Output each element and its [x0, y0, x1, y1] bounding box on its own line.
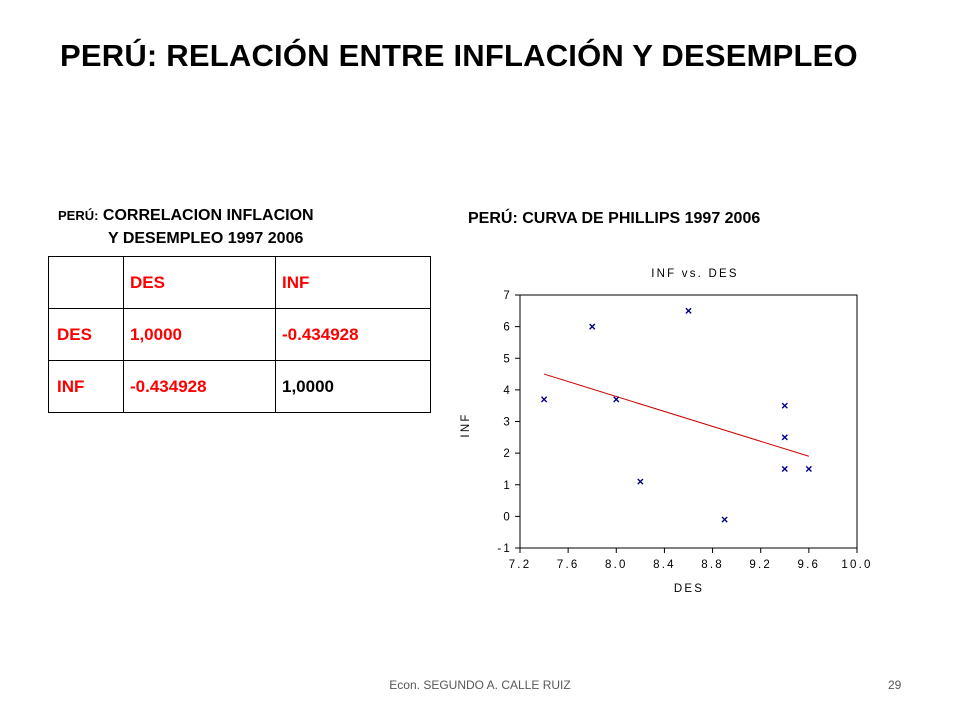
scatter-point [685, 307, 692, 314]
page-number: 29 [888, 678, 902, 692]
chart-title: INF vs. DES [651, 268, 738, 280]
scatter-point [781, 465, 788, 473]
cell-des-des: 1,0000 [123, 308, 276, 361]
y-tick-label: 4 [503, 385, 512, 397]
scatter-point [781, 434, 788, 441]
correlation-title: PERÚ: CORRELACION INFLACION Y DESEMPLEO … [58, 204, 418, 250]
regression-line [543, 373, 810, 457]
scatter-point [540, 396, 548, 403]
table-row: INF -0.434928 1,0000 [48, 360, 431, 413]
correlation-title-line2: Y DESEMPLEO 1997 2006 [108, 230, 304, 247]
correlation-title-rest: CORRELACION INFLACION [102, 207, 314, 224]
y-axis-label: INF [460, 412, 472, 437]
scatter-point [781, 402, 788, 409]
header-des: DES [123, 256, 276, 309]
correlation-table: DES INF DES 1,0000 -0.434928 INF -0.4349… [48, 256, 431, 413]
x-tick-label: 8.0 [605, 559, 628, 571]
x-tick-label: 8.8 [701, 559, 724, 571]
header-inf: INF [275, 256, 431, 309]
x-axis-label: DES [674, 583, 704, 595]
cell-inf-inf: 1,0000 [275, 360, 431, 413]
y-tick-label: 0 [503, 511, 512, 523]
x-tick-label: 9.2 [749, 559, 772, 571]
cell-inf-des: -0.434928 [123, 360, 276, 413]
table-row: DES 1,0000 -0.434928 [48, 308, 431, 361]
slide-title: PERÚ: RELACIÓN ENTRE INFLACIÓN Y DESEMPL… [60, 38, 858, 73]
x-tick-label: 7.2 [509, 559, 532, 571]
y-tick-label: 2 [503, 448, 512, 460]
x-tick-label: 9.6 [798, 559, 821, 571]
row-label-inf: INF [48, 360, 124, 413]
y-tick-label: 3 [503, 417, 512, 429]
x-tick-label: 7.6 [557, 559, 580, 571]
phillips-scatter-chart: INF vs. DES 7.2 7.6 8.0 8.4 8.8 9.2 9.6 10.0 -1 0… [460, 268, 872, 595]
scatter-point [637, 478, 644, 485]
footer-author: Econ. SEGUNDO A. CALLE RUIZ [389, 678, 571, 692]
plot-frame [519, 294, 858, 549]
scatter-point [613, 396, 620, 403]
y-tick-label: 5 [503, 353, 512, 365]
y-tick-label: 1 [503, 480, 512, 492]
phillips-title: PERÚ: CURVA DE PHILLIPS 1997 2006 [468, 210, 761, 227]
x-tick-label: 10.0 [841, 559, 872, 571]
row-label-des: DES [48, 308, 124, 361]
y-tick-label: -1 [497, 543, 512, 555]
y-tick-label: 7 [503, 290, 512, 302]
y-tick-label: 6 [503, 322, 512, 334]
x-tick-label: 8.4 [653, 559, 676, 571]
scatter-point [721, 516, 728, 523]
correlation-title-prefix: PERÚ: [58, 208, 99, 223]
table-row: DES INF [48, 256, 431, 309]
scatter-point [589, 323, 596, 330]
table-corner-cell [48, 256, 124, 309]
cell-des-inf: -0.434928 [275, 308, 431, 361]
scatter-point [805, 465, 812, 473]
